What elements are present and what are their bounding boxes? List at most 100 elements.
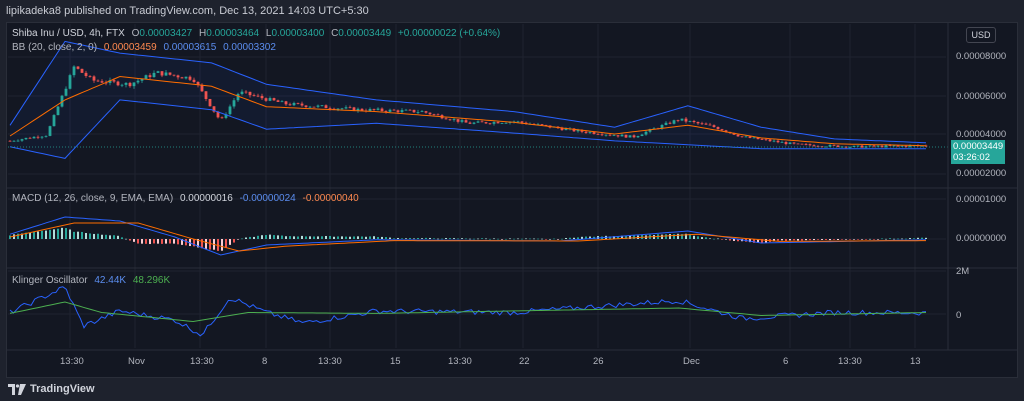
candle-body [452,119,456,121]
candle-body [384,110,388,112]
macd-hist-bar [117,235,119,239]
candle-body [476,121,480,123]
candle-body [268,98,272,101]
candle-body [680,118,684,121]
candle-body [156,71,160,73]
macd-hist-bar [449,238,451,239]
macd-hist-bar [669,233,671,239]
macd-hist-bar [65,228,67,239]
macd-hist-bar [77,231,79,239]
macd-hist-bar [25,232,27,239]
candle-body [328,108,332,109]
candle-body [416,112,420,113]
candle-body [788,142,792,145]
macd-hist-bar [21,233,23,239]
macd-hist-bar [585,236,587,239]
macd-hist-bar [125,238,127,240]
macd-hist-bar [109,235,111,239]
candle-body [632,135,636,138]
macd-hist-bar [405,238,407,239]
candle-body [280,101,284,103]
macd-hist-bar [209,239,211,250]
macd-hist-bar [629,235,631,239]
symbol-label[interactable]: Shiba Inu / USD, 4h, FTX [12,28,125,39]
candle-body [564,128,568,131]
candle-body [288,104,292,106]
candle-body [748,136,752,138]
candle-body [116,81,120,86]
candle-body [44,135,48,137]
macd-hist-bar [697,236,699,239]
klinger-tick: 0 [956,310,962,321]
candle-body [740,136,744,138]
klinger-lines [9,286,927,337]
candle-body [668,122,672,124]
macd-hist-bar [269,234,271,239]
candle-body [900,145,904,147]
macd-hist-bar [893,238,895,240]
candle-body [868,145,872,147]
macd-hist-bar [145,239,147,244]
macd-hist-bar [817,239,819,240]
macd-hist-bar [561,238,563,240]
candle-body [648,129,652,132]
candle-body [620,134,624,137]
time-tick: Nov [128,356,145,367]
bb-lines [9,40,927,159]
macd-hist-bar [61,227,63,239]
macd-hist-bar [573,237,575,239]
candle-body [488,123,492,125]
macd-hist-bar [765,239,767,243]
bb-basis-value: 0.00003459 [103,42,157,53]
candle-body [756,137,760,140]
klinger-label[interactable]: Klinger Oscillator [12,275,88,286]
macd-hist-bar [229,239,231,245]
macd-hist-bar [413,238,415,240]
candle-body [424,111,428,113]
candle-body [716,127,720,130]
tradingview-logo-icon [8,383,26,395]
bb-label[interactable]: BB (20, close, 2, 0) [12,42,98,53]
macd-hist-bar [205,239,207,249]
macd-hist-bar [693,235,695,239]
macd-lines [9,216,927,256]
currency-button[interactable]: USD [966,27,996,43]
candle-body [544,124,548,126]
candle-body [484,122,488,124]
candle-body [500,122,504,124]
change-value: +0.00000022 (+0.64%) [397,28,501,39]
macd-hist-bar [285,236,287,239]
macd-label[interactable]: MACD (12, 26, close, 9, EMA, EMA) [12,193,174,204]
time-tick: 13:30 [190,356,214,367]
candle-body [232,100,236,107]
bar-countdown: 03:26:02 [953,152,990,163]
time-tick: 13:30 [838,356,862,367]
macd-hist-bar [329,235,331,239]
candle-body [804,144,808,145]
macd-hist-bar [553,238,555,240]
candle-body [596,133,600,135]
candle-body [216,111,220,118]
macd-hist-bar [225,239,227,248]
macd-hist-bar [241,238,243,240]
macd-hist-bar [777,239,779,241]
candle-body [40,136,44,138]
macd-hist-bar [705,237,707,239]
candle-body [420,111,424,113]
macd-hist-bar [889,238,891,239]
candle-body [176,75,180,78]
chart-frame[interactable] [6,22,1018,378]
candle-body [236,94,240,101]
klinger-signal-value: 48.296K [132,275,171,286]
klinger-kvo-value: 42.44K [94,275,127,286]
price-tick: 0.00006000 [956,91,1007,102]
candle-body [112,80,116,82]
candle-body [320,105,324,107]
bb-upper-value: 0.00003615 [163,42,217,53]
tradingview-logo[interactable]: TradingView [8,383,95,395]
macd-hist-bar [905,238,907,240]
candle-body [436,114,440,116]
macd-hist-bar [501,239,503,240]
macd-hist-bar [425,237,427,239]
